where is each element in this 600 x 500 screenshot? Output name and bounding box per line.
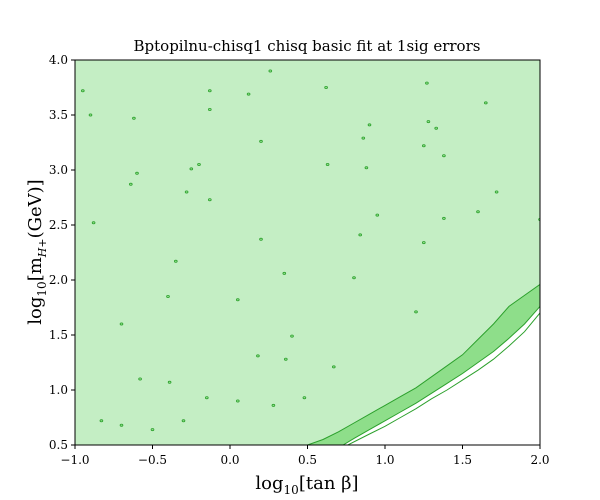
contour-island	[282, 271, 287, 275]
y-label-mid: [m	[25, 257, 46, 281]
contour-island	[268, 69, 273, 73]
contour-island	[166, 294, 170, 298]
contour-island	[184, 190, 189, 194]
contour-island	[324, 86, 328, 90]
contour-island	[236, 298, 240, 302]
y-axis-label: log10[mH+(GeV)]	[25, 179, 49, 324]
contour-island	[352, 276, 356, 280]
y-tick-label: 4.0	[49, 53, 68, 67]
contour-island	[476, 210, 480, 214]
contour-island	[375, 213, 380, 217]
plot-area	[75, 60, 540, 445]
x-tick-label: 2.0	[530, 453, 549, 467]
contour-island	[256, 354, 260, 358]
contour-island	[358, 233, 363, 237]
contour-island	[442, 216, 446, 220]
contour-island	[367, 123, 372, 127]
contour-island	[150, 428, 155, 432]
contour-island	[132, 116, 136, 120]
contour-island	[181, 419, 186, 423]
contour-island	[361, 136, 366, 140]
x-tick-label: 1.5	[453, 453, 472, 467]
x-tick-label: 0.0	[220, 453, 239, 467]
contour-island	[174, 259, 178, 263]
contour-island	[88, 113, 93, 117]
y-tick-label: 2.0	[49, 273, 68, 287]
contour-island	[494, 190, 499, 194]
contour-island	[283, 357, 288, 361]
contour-island	[259, 237, 263, 241]
y-label-main: log	[25, 297, 46, 325]
contour-island	[99, 419, 104, 423]
contour-island	[442, 154, 446, 158]
contour-island	[81, 89, 85, 93]
excluded-region	[343, 306, 540, 445]
x-label-rest: [tan β]	[299, 473, 359, 494]
x-tick-label: 0.5	[298, 453, 317, 467]
chart-title: Bptopilnu-chisq1 chisq basic fit at 1sig…	[134, 37, 481, 55]
contour-island	[483, 101, 488, 105]
band-inner-contour	[342, 306, 540, 445]
y-tick-label: 1.5	[49, 328, 68, 342]
contour-island	[189, 167, 194, 171]
contour-island	[302, 396, 307, 400]
x-axis-label: log10[tan β]	[255, 473, 358, 497]
x-label-sub: 10	[284, 483, 299, 497]
contour-island	[197, 162, 201, 166]
contour-island	[138, 377, 142, 381]
contour-island	[421, 241, 426, 245]
contour-island	[236, 399, 240, 403]
x-tick-label: −0.5	[138, 453, 167, 467]
y-axis: 0.5 1.0 1.5 2.0 2.5 3.0 3.5 4.0	[49, 53, 75, 452]
contour-island	[91, 221, 96, 225]
y-label-sub: 10	[35, 281, 49, 296]
contour-island	[434, 126, 439, 130]
contour-island	[246, 92, 251, 96]
contour-island	[208, 108, 212, 112]
contour-island	[426, 120, 431, 124]
x-axis: −1.0 −0.5 0.0 0.5 1.0 1.5 2.0	[60, 445, 550, 467]
y-tick-label: 3.5	[49, 108, 68, 122]
contour-island	[208, 198, 212, 202]
x-tick-label: −1.0	[60, 453, 89, 467]
contour-island	[421, 144, 426, 148]
contour-island	[414, 310, 418, 314]
contour-island	[167, 380, 172, 384]
contour-island	[271, 403, 276, 407]
x-label-main: log	[255, 473, 283, 494]
contour-island	[129, 182, 133, 186]
y-tick-label: 2.5	[49, 218, 68, 232]
contour-island	[290, 334, 294, 338]
secondary-contour	[347, 312, 540, 445]
contour-island	[325, 162, 330, 166]
y-label-rest: (GeV)]	[25, 179, 46, 238]
contour-island	[135, 171, 139, 175]
contour-islands	[81, 69, 540, 432]
contour-island	[208, 89, 212, 93]
y-tick-label: 3.0	[49, 163, 68, 177]
band-outer-contour	[307, 283, 540, 445]
contour-island	[119, 423, 124, 427]
y-tick-label: 1.0	[49, 383, 68, 397]
contour-island	[425, 81, 429, 85]
y-tick-label: 0.5	[49, 438, 68, 452]
contour-island	[331, 365, 336, 369]
y-label-subsub: H+	[36, 238, 49, 258]
contour-island	[259, 139, 263, 143]
contour-island	[205, 396, 209, 400]
contour-island	[364, 166, 369, 170]
x-tick-label: 1.0	[375, 453, 394, 467]
contour-island	[119, 322, 124, 326]
